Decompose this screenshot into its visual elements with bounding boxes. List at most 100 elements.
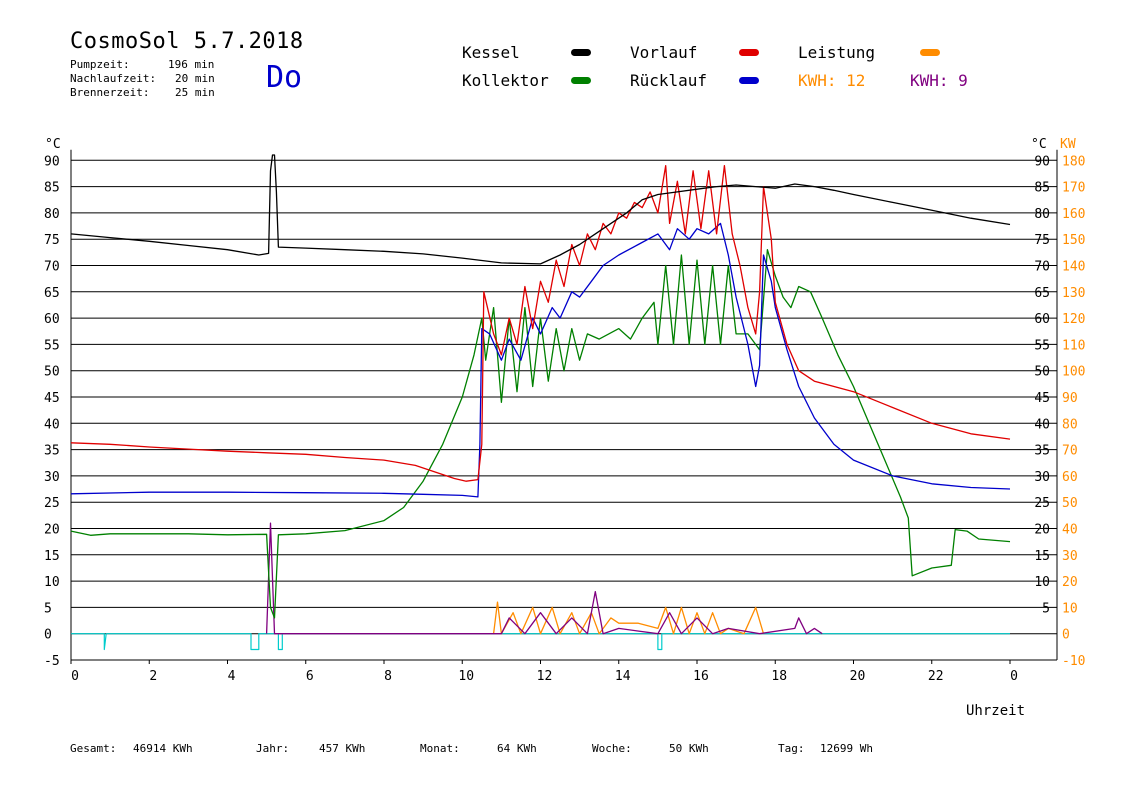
y-tick-left: 65 [44, 286, 60, 301]
series-line-ruecklauf [70, 222, 1011, 498]
y-tick-right-kw: 90 [1062, 391, 1078, 406]
legend-leistung-swatch [920, 49, 940, 56]
y-tick-right-kw: 0 [1062, 628, 1070, 643]
y-tick-right-c: 55 [1034, 338, 1050, 353]
y-tick-left: 10 [44, 575, 60, 590]
legend-vorlauf-label: Vorlauf [630, 43, 698, 62]
y-axis-right-unit-kw: KW [1060, 137, 1076, 152]
x-tick-label: 12 [537, 669, 553, 684]
y-tick-right-kw: 100 [1062, 365, 1085, 380]
x-tick-label: 4 [228, 669, 236, 684]
y-tick-right-c: 60 [1034, 312, 1050, 327]
x-tick-label: 0 [71, 669, 79, 684]
series-line-kessel [70, 154, 1011, 265]
y-tick-left: 25 [44, 496, 60, 511]
y-tick-right-c: 30 [1034, 470, 1050, 485]
y-tick-right-kw: 50 [1062, 496, 1078, 511]
weekday-label: Do [266, 60, 303, 95]
y-tick-right-c: 90 [1034, 154, 1050, 169]
series-line-vorlauf [70, 164, 1011, 482]
chart-title: CosmoSol 5.7.2018 [70, 29, 304, 54]
y-tick-right-kw: 180 [1062, 154, 1085, 169]
y-tick-left: 15 [44, 549, 60, 564]
y-tick-right-c: 50 [1034, 365, 1050, 380]
footer-jahr-label: Jahr: [256, 742, 290, 755]
stat-pumpzeit-value: 196 min [168, 58, 215, 71]
x-tick-label: 0 [1010, 669, 1018, 684]
y-axis-left-unit: °C [45, 137, 61, 152]
y-tick-left: 55 [44, 338, 60, 353]
stat-nachlaufzeit-label: Nachlaufzeit: [70, 72, 157, 85]
legend-kollektor-swatch [571, 77, 591, 84]
footer-tag-label: Tag: [778, 742, 805, 755]
chart-ticks: -505101520253035404550556065707580859051… [44, 154, 1085, 684]
chart-axes [70, 149, 1058, 661]
x-tick-label: 2 [149, 669, 157, 684]
y-tick-right-kw: 130 [1062, 286, 1085, 301]
y-tick-left: 35 [44, 444, 60, 459]
y-tick-right-kw: 140 [1062, 260, 1085, 275]
y-tick-left: 85 [44, 181, 60, 196]
y-tick-left: 80 [44, 207, 60, 222]
y-tick-right-c: 15 [1034, 549, 1050, 564]
y-tick-right-c: 5 [1042, 601, 1050, 616]
y-tick-right-c: 70 [1034, 260, 1050, 275]
y-tick-right-c: 80 [1034, 207, 1050, 222]
x-tick-label: 8 [384, 669, 392, 684]
y-tick-left: 50 [44, 365, 60, 380]
footer-jahr-value: 457 KWh [319, 742, 366, 755]
y-axis-right-unit-c: °C [1031, 137, 1047, 152]
series-line-leistung [492, 601, 765, 635]
y-tick-left: 70 [44, 260, 60, 275]
legend-vorlauf-swatch [739, 49, 759, 56]
y-tick-left: 5 [44, 601, 52, 616]
y-tick-right-c: 45 [1034, 391, 1050, 406]
y-tick-right-kw: 110 [1062, 338, 1085, 353]
x-tick-label: 18 [771, 669, 787, 684]
y-tick-right-kw: 150 [1062, 233, 1085, 248]
footer-monat-value: 64 KWh [497, 742, 537, 755]
legend-kessel-swatch [571, 49, 591, 56]
y-tick-left: 40 [44, 417, 60, 432]
chart-grid [71, 159, 1057, 661]
legend-kwh-orange: KWH: 12 [798, 71, 866, 90]
x-tick-label: 10 [458, 669, 474, 684]
y-tick-left: 75 [44, 233, 60, 248]
y-tick-right-kw: 120 [1062, 312, 1085, 327]
footer-monat-label: Monat: [420, 742, 460, 755]
x-axis-label: Uhrzeit [966, 703, 1025, 719]
legend-ruecklauf-label: Rücklauf [630, 71, 708, 90]
y-tick-right-kw: 40 [1062, 523, 1078, 538]
stat-brennerzeit-label: Brennerzeit: [70, 86, 150, 99]
stat-brennerzeit-value: 25 min [175, 86, 215, 99]
y-tick-left: 20 [44, 523, 60, 538]
y-tick-right-kw: 60 [1062, 470, 1078, 485]
y-tick-right-kw: 30 [1062, 549, 1078, 564]
y-tick-left: -5 [44, 654, 60, 669]
y-tick-left: 0 [44, 628, 52, 643]
x-tick-label: 6 [306, 669, 314, 684]
y-tick-right-c: 25 [1034, 496, 1050, 511]
footer-woche-label: Woche: [592, 742, 632, 755]
y-tick-right-kw: 20 [1062, 575, 1078, 590]
x-tick-label: 22 [928, 669, 944, 684]
legend-kwh-purple: KWH: 9 [910, 71, 968, 90]
y-tick-right-kw: 10 [1062, 601, 1078, 616]
y-tick-right-c: 10 [1034, 575, 1050, 590]
y-tick-right-c: 20 [1034, 523, 1050, 538]
y-tick-right-c: 35 [1034, 444, 1050, 459]
y-tick-left: 30 [44, 470, 60, 485]
y-tick-right-c: 65 [1034, 286, 1050, 301]
stat-pumpzeit-label: Pumpzeit: [70, 58, 130, 71]
legend-kollektor-label: Kollektor [462, 71, 549, 90]
y-tick-right-c: 85 [1034, 181, 1050, 196]
y-tick-right-kw: -10 [1062, 654, 1085, 669]
y-tick-left: 90 [44, 154, 60, 169]
legend-ruecklauf-swatch [739, 77, 759, 84]
x-tick-label: 16 [693, 669, 709, 684]
y-tick-right-kw: 170 [1062, 181, 1085, 196]
y-tick-left: 60 [44, 312, 60, 327]
y-tick-right-kw: 160 [1062, 207, 1085, 222]
legend-kessel-label: Kessel [462, 43, 520, 62]
